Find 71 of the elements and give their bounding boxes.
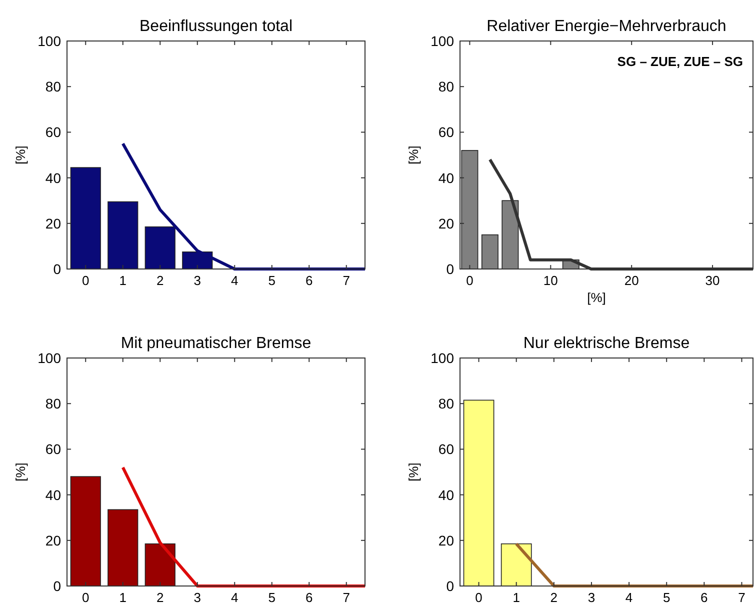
x-tick-label: 3 bbox=[194, 273, 201, 288]
bar bbox=[70, 167, 101, 270]
y-tick-label: 80 bbox=[45, 396, 62, 412]
x-tick-label: 0 bbox=[475, 590, 482, 605]
x-tick-label: 4 bbox=[625, 590, 633, 605]
y-tick-label: 80 bbox=[438, 78, 454, 95]
x-tick-label: 3 bbox=[194, 590, 201, 605]
bar bbox=[70, 476, 101, 586]
x-tick-label: 10 bbox=[543, 273, 558, 288]
y-tick-label: 40 bbox=[438, 170, 454, 186]
y-axis-title: [%] bbox=[13, 462, 28, 482]
y-tick-label: 20 bbox=[438, 215, 454, 232]
chart-title: Nur elektrische Bremse bbox=[523, 335, 690, 352]
y-tick-label: 80 bbox=[438, 396, 454, 412]
y-tick-label: 100 bbox=[430, 350, 454, 366]
x-tick-label: 2 bbox=[156, 590, 164, 605]
x-tick-label: 5 bbox=[662, 590, 670, 605]
x-tick-label: 0 bbox=[466, 273, 474, 288]
x-tick-label: 7 bbox=[738, 590, 746, 605]
x-tick-label: 2 bbox=[156, 273, 164, 288]
y-tick-label: 60 bbox=[438, 124, 454, 140]
x-tick-label: 30 bbox=[705, 273, 720, 288]
y-tick-label: 100 bbox=[38, 350, 62, 366]
y-tick-label: 60 bbox=[438, 441, 454, 458]
y-tick-label: 100 bbox=[38, 33, 62, 49]
x-tick-label: 1 bbox=[119, 590, 126, 605]
bar bbox=[502, 200, 519, 270]
y-tick-label: 20 bbox=[438, 532, 454, 548]
chart-title: Beeinflussungen total bbox=[140, 18, 292, 35]
x-tick-label: 7 bbox=[342, 273, 350, 288]
x-tick-label: 0 bbox=[82, 273, 90, 288]
y-axis-title: [%] bbox=[406, 146, 421, 164]
x-tick-label: 1 bbox=[512, 590, 520, 605]
y-tick-label: 40 bbox=[438, 486, 454, 503]
x-tick-label: 6 bbox=[306, 273, 313, 288]
chart-title: Relativer Energie−Mehrverbrauch bbox=[486, 18, 726, 35]
x-tick-label: 5 bbox=[268, 273, 276, 288]
x-tick-label: 4 bbox=[231, 590, 238, 605]
y-tick-label: 20 bbox=[45, 215, 62, 232]
y-tick-label: 0 bbox=[446, 578, 454, 594]
bar bbox=[144, 543, 176, 586]
x-tick-label: 0 bbox=[82, 590, 90, 605]
bar bbox=[461, 150, 478, 270]
y-tick-label: 60 bbox=[45, 441, 62, 458]
chart-title: Mit pneumatischer Bremse bbox=[120, 335, 312, 352]
bar bbox=[108, 201, 138, 270]
bar bbox=[108, 509, 138, 586]
x-tick-label: 1 bbox=[119, 273, 126, 288]
x-tick-label: 20 bbox=[624, 273, 639, 288]
x-tick-label: 4 bbox=[231, 273, 238, 288]
y-tick-label: 0 bbox=[53, 261, 62, 277]
y-tick-label: 20 bbox=[45, 532, 62, 548]
x-tick-label: 3 bbox=[588, 590, 596, 605]
y-tick-label: 0 bbox=[53, 578, 62, 594]
x-axis-title: [%] bbox=[587, 290, 606, 305]
y-axis-title: [%] bbox=[13, 146, 28, 164]
x-tick-label: 6 bbox=[306, 590, 313, 605]
y-tick-label: 0 bbox=[446, 261, 454, 277]
y-tick-label: 60 bbox=[45, 124, 62, 140]
x-tick-label: 7 bbox=[342, 590, 350, 605]
x-tick-label: 2 bbox=[550, 590, 558, 605]
bar bbox=[481, 234, 498, 270]
y-tick-label: 100 bbox=[430, 33, 454, 49]
y-tick-label: 40 bbox=[45, 170, 62, 186]
x-tick-label: 5 bbox=[268, 590, 276, 605]
y-tick-label: 40 bbox=[45, 486, 62, 503]
y-axis-title: [%] bbox=[406, 462, 421, 482]
y-tick-label: 80 bbox=[45, 78, 62, 95]
line-series bbox=[121, 142, 365, 270]
x-tick-label: 6 bbox=[700, 590, 708, 605]
annotation: SG – ZUE, ZUE – SG bbox=[617, 54, 743, 69]
